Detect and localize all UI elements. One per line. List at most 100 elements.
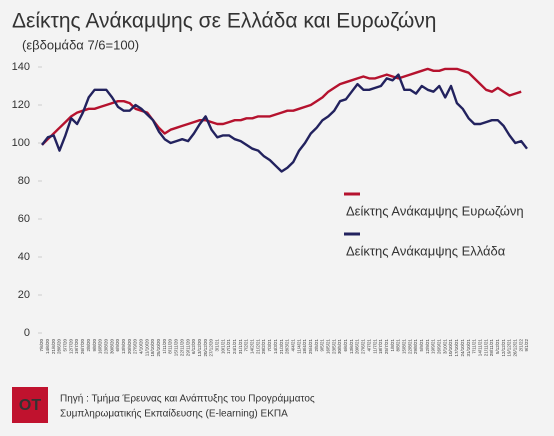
x-tick-label: 5/9/21 bbox=[419, 339, 424, 352]
x-tick-label: 14/6/20 bbox=[45, 339, 50, 355]
x-tick-label: 6/6/21 bbox=[343, 339, 348, 352]
x-tick-label: 27/6/21 bbox=[361, 339, 366, 355]
y-tick-label: 120 bbox=[12, 99, 30, 111]
y-tick-label: 20 bbox=[18, 289, 30, 301]
x-tick-label: 2/8/20 bbox=[86, 339, 91, 352]
legend-label: Δείκτης Ανάκαμψης Ελλάδα bbox=[346, 243, 506, 258]
x-tick-label: 4/7/21 bbox=[366, 339, 371, 352]
x-tick-label: 17/1/21 bbox=[226, 339, 231, 355]
x-tick-label: 31/10/21 bbox=[466, 339, 471, 357]
logo-box bbox=[12, 387, 48, 423]
x-tick-label: 14/3/21 bbox=[273, 339, 278, 355]
x-tick-label: 30/8/20 bbox=[109, 339, 114, 355]
x-tick-label: 24/10/21 bbox=[460, 339, 465, 357]
x-tick-label: 14/11/21 bbox=[477, 339, 482, 357]
x-tick-label: 9/5/21 bbox=[320, 339, 325, 352]
x-tick-label: 7/3/21 bbox=[267, 339, 272, 352]
x-tick-label: 15/8/21 bbox=[401, 339, 406, 355]
x-tick-label: 22/8/21 bbox=[407, 339, 412, 355]
x-tick-label: 10/10/21 bbox=[448, 339, 453, 357]
x-tick-label: 11/7/21 bbox=[372, 339, 377, 354]
x-tick-label: 2/1/22 bbox=[518, 339, 523, 352]
x-tick-label: 1/11/20 bbox=[162, 339, 167, 354]
x-tick-label: 26/12/21 bbox=[513, 339, 518, 357]
x-tick-label: 5/7/20 bbox=[63, 339, 68, 352]
series-line bbox=[41, 67, 522, 146]
y-tick-label: 40 bbox=[18, 251, 30, 263]
series-line bbox=[41, 73, 528, 173]
x-tick-label: 6/9/20 bbox=[115, 339, 120, 352]
x-tick-label: 30/5/21 bbox=[337, 339, 342, 355]
legend-label: Δείκτης Ανάκαμψης Ευρωζώνη bbox=[346, 203, 524, 218]
x-tick-label: 1/8/21 bbox=[390, 339, 395, 352]
x-tick-label: 7/11/21 bbox=[472, 339, 477, 354]
x-tick-label: 20/9/20 bbox=[127, 339, 132, 355]
x-tick-label: 6/12/20 bbox=[191, 339, 196, 355]
x-tick-label: 5/12/21 bbox=[495, 339, 500, 355]
x-tick-label: 23/5/21 bbox=[331, 339, 336, 355]
x-tick-label: 26/9/21 bbox=[437, 339, 442, 355]
x-tick-label: 21/11/21 bbox=[483, 339, 488, 357]
x-tick-label: 18/4/21 bbox=[302, 339, 307, 355]
x-tick-label: 25/7/21 bbox=[384, 339, 389, 355]
x-tick-label: 26/7/20 bbox=[80, 339, 85, 355]
x-tick-label: 20/12/20 bbox=[203, 339, 208, 357]
source-line: Πηγή : Τμήμα Έρευνας και Ανάπτυξης του Π… bbox=[60, 393, 315, 405]
x-tick-label: 13/6/21 bbox=[349, 339, 354, 355]
x-tick-label: 24/1/21 bbox=[232, 339, 237, 355]
x-tick-label: 11/4/21 bbox=[296, 339, 301, 354]
x-tick-label: 9/8/20 bbox=[92, 339, 97, 352]
x-tick-label: 7/6/20 bbox=[39, 339, 44, 352]
x-tick-label: 27/9/20 bbox=[133, 339, 138, 355]
x-tick-label: 16/5/21 bbox=[326, 339, 331, 355]
x-tick-label: 12/9/21 bbox=[425, 339, 430, 355]
x-tick-label: 8/8/21 bbox=[396, 339, 401, 352]
chart-title: Δείκτης Ανάκαμψης σε Ελλάδα και Ευρωζώνη bbox=[12, 10, 436, 33]
x-tick-label: 7/2/21 bbox=[244, 339, 249, 352]
x-tick-label: 14/2/21 bbox=[250, 339, 255, 355]
x-tick-label: 18/7/21 bbox=[378, 339, 383, 355]
x-tick-label: 28/3/21 bbox=[285, 339, 290, 355]
x-tick-label: 28/6/20 bbox=[57, 339, 62, 355]
x-tick-label: 25/4/21 bbox=[308, 339, 313, 355]
y-tick-label: 80 bbox=[18, 175, 30, 187]
x-tick-label: 19/7/20 bbox=[74, 339, 79, 355]
x-tick-label: 16/8/20 bbox=[98, 339, 103, 355]
x-tick-label: 13/9/20 bbox=[121, 339, 126, 355]
x-tick-label: 12/12/21 bbox=[501, 339, 506, 357]
source-line: Συμπληρωματικής Εκπαίδευσης (E-learning)… bbox=[60, 408, 288, 420]
x-tick-label: 3/10/21 bbox=[442, 339, 447, 355]
x-tick-label: 13/12/20 bbox=[197, 339, 202, 357]
y-tick-label: 100 bbox=[12, 137, 30, 149]
x-tick-label: 9/1/22 bbox=[524, 339, 529, 352]
x-tick-label: 18/10/20 bbox=[150, 339, 155, 357]
x-tick-label: 28/2/21 bbox=[261, 339, 266, 355]
x-tick-label: 21/3/21 bbox=[279, 339, 284, 355]
x-tick-label: 20/6/21 bbox=[355, 339, 360, 355]
x-tick-label: 21/2/21 bbox=[255, 339, 260, 355]
x-tick-label: 21/6/20 bbox=[51, 339, 56, 355]
logo: OT bbox=[19, 397, 41, 414]
x-tick-label: 23/8/20 bbox=[103, 339, 108, 355]
x-tick-label: 19/12/21 bbox=[507, 339, 512, 357]
x-tick-label: 15/11/20 bbox=[174, 339, 179, 357]
x-tick-label: 27/12/20 bbox=[209, 339, 214, 357]
x-tick-label: 29/8/21 bbox=[413, 339, 418, 355]
y-tick-label: 0 bbox=[24, 327, 30, 339]
x-tick-label: 4/4/21 bbox=[290, 339, 295, 352]
x-tick-label: 17/10/21 bbox=[454, 339, 459, 357]
x-tick-label: 2/5/21 bbox=[314, 339, 319, 352]
x-tick-label: 8/11/20 bbox=[168, 339, 173, 354]
x-tick-label: 10/1/21 bbox=[220, 339, 225, 355]
x-tick-label: 11/10/20 bbox=[144, 339, 149, 357]
y-tick-label: 140 bbox=[12, 61, 30, 73]
x-tick-label: 4/10/20 bbox=[139, 339, 144, 355]
y-tick-label: 60 bbox=[18, 213, 30, 225]
x-tick-label: 12/7/20 bbox=[68, 339, 73, 355]
chart-subtitle: (εβδομάδα 7/6=100) bbox=[22, 37, 139, 52]
x-tick-label: 29/11/20 bbox=[185, 339, 190, 357]
x-tick-label: 25/10/20 bbox=[156, 339, 161, 357]
x-tick-label: 28/11/21 bbox=[489, 339, 494, 357]
